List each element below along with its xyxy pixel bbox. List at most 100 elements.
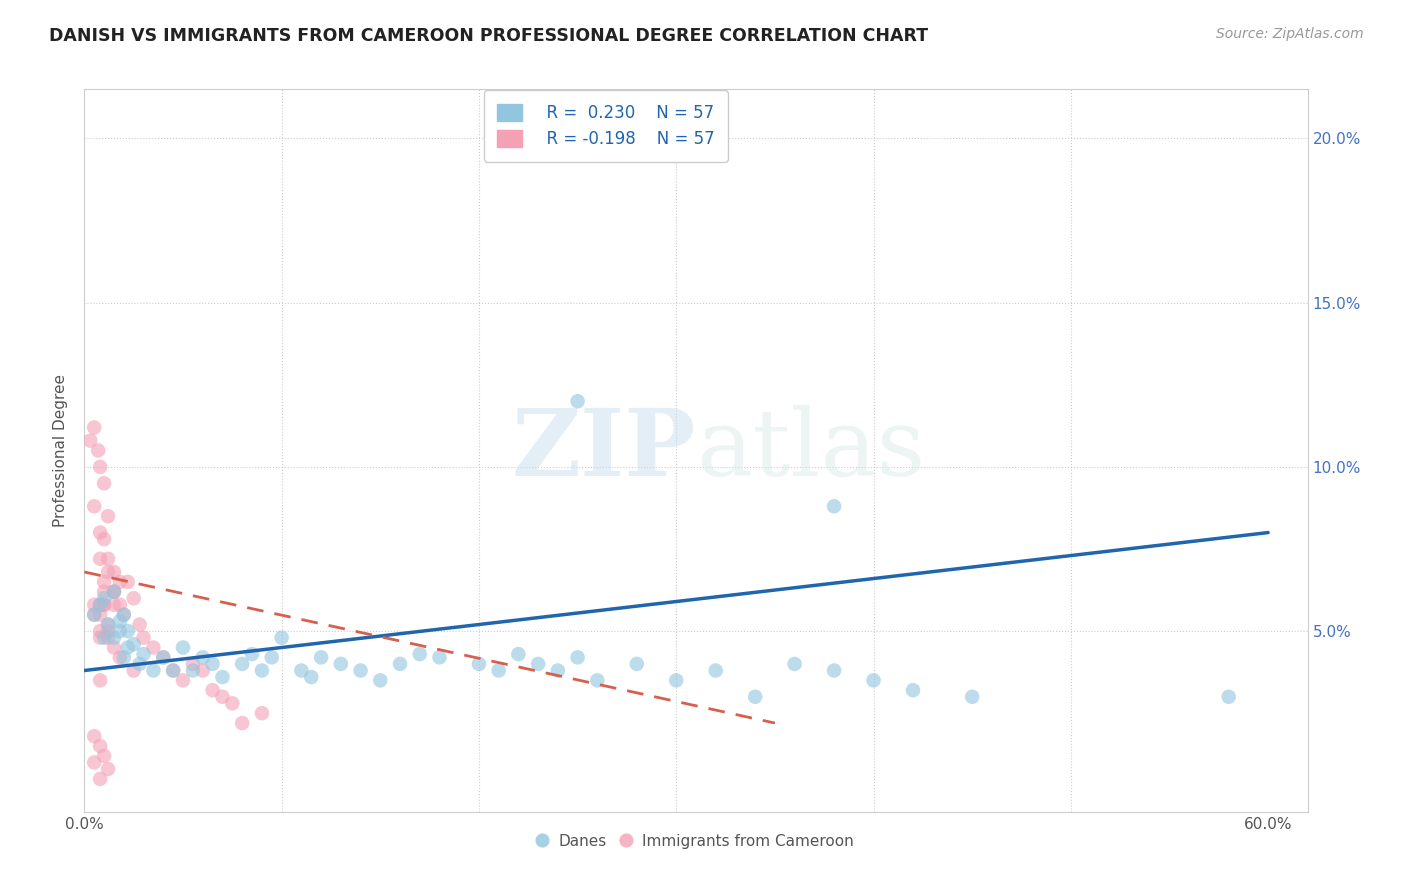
Point [1218, 690, 1240, 704]
Point [329, 657, 352, 671]
Text: ZIP: ZIP [512, 406, 696, 495]
Point [93, 584, 115, 599]
Point [128, 657, 150, 671]
Point [488, 664, 510, 678]
Text: DANISH VS IMMIGRANTS FROM CAMEROON PROFESSIONAL DEGREE CORRELATION CHART: DANISH VS IMMIGRANTS FROM CAMEROON PROFE… [49, 27, 928, 45]
Point [665, 673, 688, 688]
Point [201, 683, 224, 698]
Point [429, 650, 451, 665]
Point [89, 459, 111, 474]
Point [93, 598, 115, 612]
Point [152, 650, 174, 665]
Point [270, 631, 292, 645]
Point [862, 673, 884, 688]
Point [181, 664, 204, 678]
Point [89, 598, 111, 612]
Point [89, 772, 111, 786]
Point [83, 607, 105, 622]
Point [349, 664, 371, 678]
Point [89, 551, 111, 566]
Point [299, 670, 322, 684]
Point [83, 500, 105, 514]
Point [112, 607, 135, 622]
Point [97, 617, 120, 632]
Point [586, 673, 609, 688]
Text: Source: ZipAtlas.com: Source: ZipAtlas.com [1216, 27, 1364, 41]
Point [89, 624, 111, 639]
Point [250, 664, 273, 678]
Point [108, 650, 131, 665]
Point [112, 650, 135, 665]
Point [221, 696, 243, 710]
Point [122, 591, 145, 606]
Point [93, 532, 115, 546]
Point [117, 624, 139, 639]
Point [103, 631, 125, 645]
Point [508, 647, 530, 661]
Point [783, 657, 806, 671]
Point [89, 631, 111, 645]
Point [103, 584, 125, 599]
Point [117, 574, 139, 589]
Point [567, 394, 589, 409]
Point [103, 598, 125, 612]
Point [97, 617, 120, 632]
Point [191, 664, 214, 678]
Point [89, 673, 111, 688]
Point [250, 706, 273, 721]
Point [704, 664, 727, 678]
Point [97, 762, 120, 776]
Point [152, 650, 174, 665]
Point [231, 716, 253, 731]
Point [83, 420, 105, 434]
Point [368, 673, 391, 688]
Point [260, 650, 283, 665]
Point [93, 748, 115, 763]
Point [89, 607, 111, 622]
Point [93, 631, 115, 645]
Point [191, 650, 214, 665]
Point [389, 657, 412, 671]
Point [309, 650, 332, 665]
Point [108, 614, 131, 628]
Point [97, 509, 120, 524]
Point [468, 657, 491, 671]
Point [89, 739, 111, 753]
Point [132, 647, 155, 661]
Point [83, 607, 105, 622]
Point [87, 443, 110, 458]
Point [103, 640, 125, 655]
Point [132, 631, 155, 645]
Point [547, 664, 569, 678]
Point [142, 640, 165, 655]
Point [97, 631, 120, 645]
Point [162, 664, 184, 678]
Point [823, 664, 845, 678]
Text: atlas: atlas [696, 406, 925, 495]
Point [83, 756, 105, 770]
Point [823, 500, 845, 514]
Point [122, 637, 145, 651]
Y-axis label: Professional Degree: Professional Degree [53, 374, 69, 527]
Point [626, 657, 648, 671]
Point [108, 624, 131, 639]
Point [97, 551, 120, 566]
Point [231, 657, 253, 671]
Point [83, 598, 105, 612]
Point [201, 657, 224, 671]
Point [112, 607, 135, 622]
Point [89, 525, 111, 540]
Legend: Danes, Immigrants from Cameroon: Danes, Immigrants from Cameroon [533, 828, 859, 855]
Point [93, 574, 115, 589]
Point [93, 591, 115, 606]
Point [128, 617, 150, 632]
Point [211, 690, 233, 704]
Point [97, 624, 120, 639]
Point [162, 664, 184, 678]
Point [83, 729, 105, 743]
Point [79, 434, 101, 448]
Point [93, 476, 115, 491]
Point [290, 664, 312, 678]
Point [117, 640, 139, 655]
Point [122, 664, 145, 678]
